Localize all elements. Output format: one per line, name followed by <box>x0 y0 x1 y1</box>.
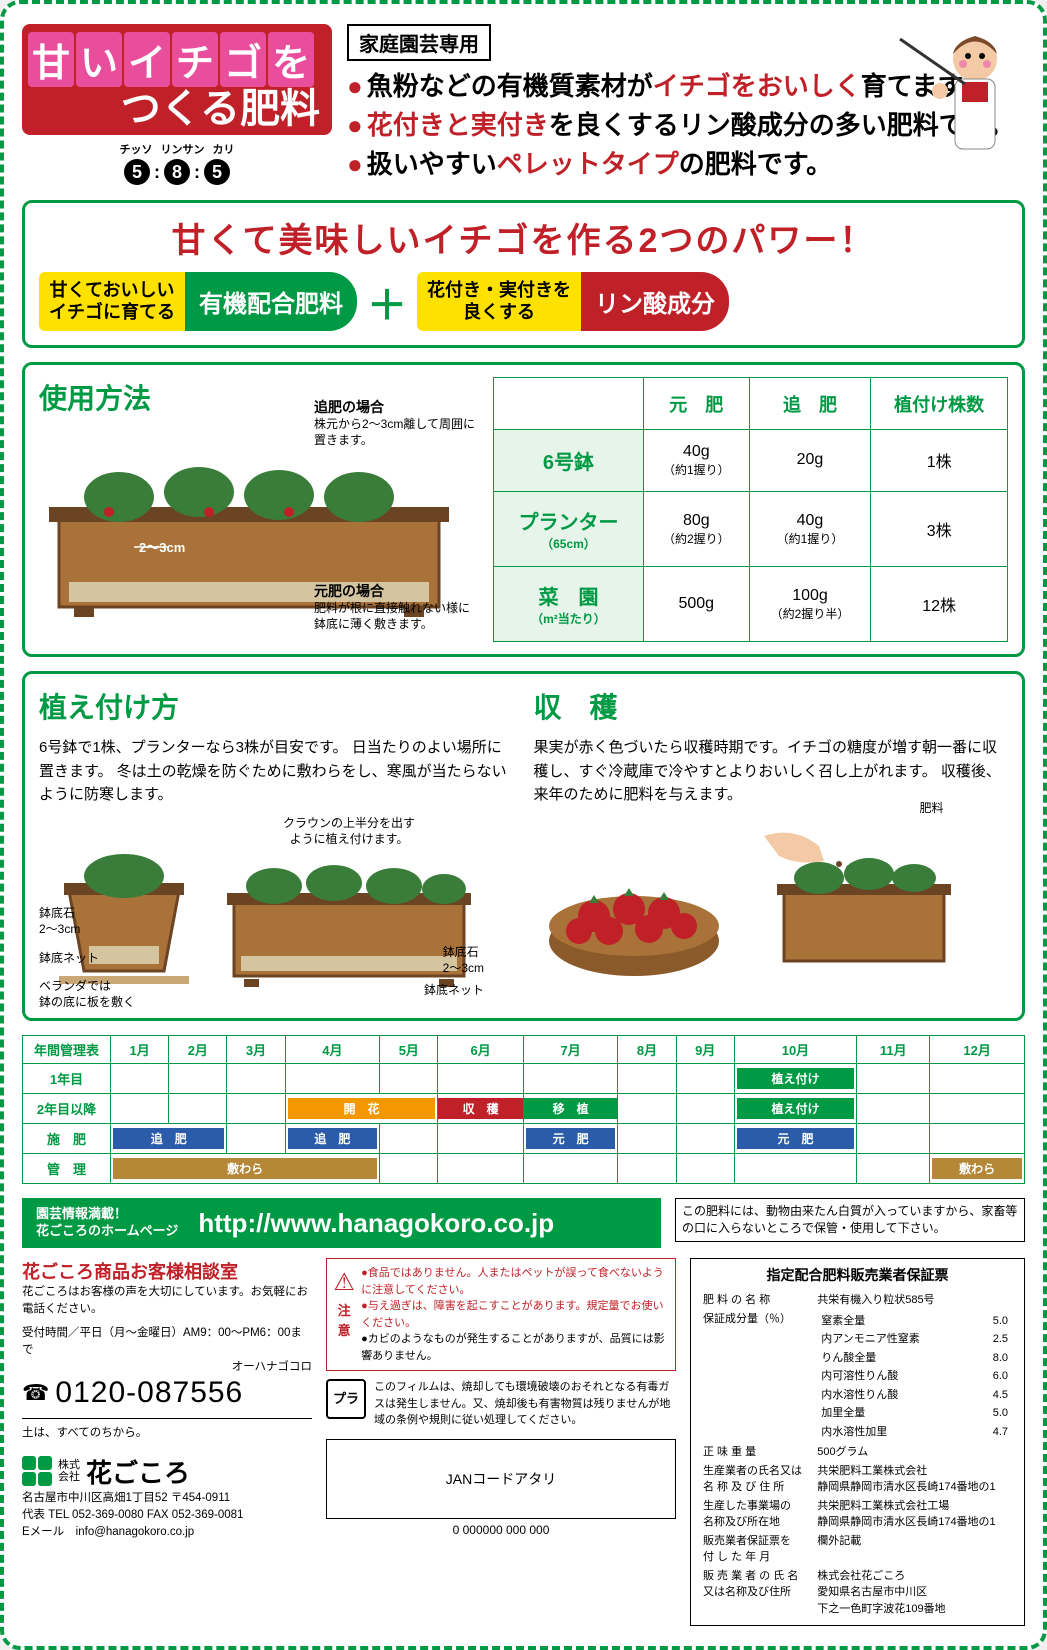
bar-flower: 開 花 <box>288 1098 436 1119</box>
bar-straw: 敷わら <box>113 1158 377 1179</box>
harvest-col: 収 穫 果実が赤く色づいたら収穫時期です。イチゴの糖度が増す朝一番に収穫し、すぐ… <box>534 686 1009 1006</box>
stone-label-2: 鉢底石 2～3cm <box>443 945 484 976</box>
recycle-icon: プラ <box>326 1379 366 1419</box>
bar-plant-2: 植え付け <box>737 1098 854 1119</box>
cal-title: 年間管理表 <box>23 1036 111 1064</box>
plus-icon: ＋ <box>367 272 407 331</box>
usage-table: 元 肥 追 肥 植付け株数 6号鉢 40g（約1握り） 20g 1株 プランター… <box>493 377 1008 642</box>
address: 名古屋市中川区高畑1丁目52 〒454-0911 <box>22 1490 312 1507</box>
category-tag: 家庭園芸専用 <box>347 24 491 61</box>
caution-box: ⚠ 注 意 ●食品ではありません。人またはペットが誤って食べないように注意してく… <box>326 1258 676 1371</box>
bar-straw-2: 敷わら <box>932 1158 1022 1179</box>
recycle-box: プラ このフィルムは、焼却しても環境破壊のおそれとなる有毒ガスは発生しません。又… <box>326 1379 676 1429</box>
planting-title: 植え付け方 <box>39 686 514 726</box>
moto-title: 元肥の場合 <box>314 581 479 601</box>
usage-diagram: 使用方法 2～3cm 追肥の場合 株元から2～3cm離して周囲に置きます。 <box>39 377 479 642</box>
scientist-icon <box>890 24 1035 214</box>
banner-title: 甘くて美味しいイチゴを作る2つのパワー！ <box>39 213 1008 262</box>
power-banner: 甘くて美味しいイチゴを作る2つのパワー！ 甘くておいしい イチゴに育てる 有機配… <box>22 200 1025 348</box>
crown-label: クラウンの上半分を出す ように植え付けます。 <box>219 816 479 847</box>
harvest-text: 果実が赤く色づいたら収穫時期です。イチゴの糖度が増す朝一番に収穫し、すぐ冷蔵庫で… <box>534 736 1009 806</box>
basket-icon <box>534 831 734 981</box>
header: 甘いイチゴを つくる肥料 チッソ リンサン カリ 5: 8: 5 家庭園芸専用 … <box>22 24 1025 186</box>
fert-label: 肥料 <box>919 801 943 817</box>
support-text-2: 受付時間／平日（月～金曜日）AM9：00～PM6：00まで <box>22 1325 312 1360</box>
pill-right-y: 花付き・実付きを 良くする <box>417 272 581 331</box>
tsui-title: 追肥の場合 <box>314 397 479 417</box>
stone-label: 鉢底石 2～3cm <box>39 906 80 937</box>
phone-number[interactable]: 0120-087556 <box>55 1376 243 1410</box>
bar-moto-2: 元 肥 <box>737 1128 854 1149</box>
phone-ruby: オーハナゴコロ <box>22 1359 312 1376</box>
bullets: 家庭園芸専用 ●魚粉などの有機質素材がイチゴをおいしく育てます。 ●花付きと実付… <box>347 24 1025 186</box>
warranty-title: 指定配合肥料販売業者保証票 <box>699 1265 1016 1286</box>
harvest-title: 収 穫 <box>534 686 1009 726</box>
net-label-2: 鉢底ネット <box>424 983 484 999</box>
phone-icon: ☎ <box>22 1380 49 1406</box>
bar-transplant: 移 植 <box>524 1098 618 1119</box>
company-logo: 株式 会社 花ごころ <box>22 1453 312 1490</box>
pill-left-y: 甘くておいしい イチゴに育てる <box>39 272 185 331</box>
pill-left-g: 有機配合肥料 <box>185 272 357 331</box>
planting-harvest-section: 植え付け方 6号鉢で1株、プランターなら3株が目安です。 日当たりのよい場所に置… <box>22 671 1025 1021</box>
bar-tsui: 追 肥 <box>113 1128 224 1149</box>
email: Eメール info@hanagokoro.co.jp <box>22 1524 312 1541</box>
veranda-label: ベランダでは 鉢の底に板を敷く <box>39 979 135 1010</box>
net-label: 鉢底ネット <box>39 951 99 967</box>
npk-labels: チッソ リンサン カリ <box>22 141 332 157</box>
pill-right-r: リン酸成分 <box>581 272 729 331</box>
jan-box: JANコードアタリ <box>326 1439 676 1519</box>
warranty-box: 指定配合肥料販売業者保証票 肥 料 の 名 称共栄有機入り粒状585号 保証成分… <box>690 1258 1025 1626</box>
animal-note: この肥料には、動物由来たん白質が入っていますから、家畜等の口に入らないところで保… <box>675 1198 1025 1242</box>
fertilize-icon <box>744 816 964 976</box>
planting-text: 6号鉢で1株、プランターなら3株が目安です。 日当たりのよい場所に置きます。 冬… <box>39 736 514 806</box>
footer-url-bar: 園芸情報満載！ 花ごころのホームページ http://www.hanagokor… <box>22 1198 661 1248</box>
col-motohi: 元 肥 <box>643 378 749 429</box>
product-title-block: 甘いイチゴを つくる肥料 チッソ リンサン カリ 5: 8: 5 <box>22 24 332 185</box>
npk-values: 5: 8: 5 <box>22 159 332 185</box>
col-kabu: 植付け株数 <box>871 378 1008 429</box>
planting-col: 植え付け方 6号鉢で1株、プランターなら3株が目安です。 日当たりのよい場所に置… <box>39 686 514 1006</box>
tagline: 土は、すべてのちから。 <box>22 1425 312 1442</box>
bar-plant: 植え付け <box>737 1068 854 1089</box>
url[interactable]: http://www.hanagokoro.co.jp <box>198 1208 554 1239</box>
table-row: 菜 園（m²当たり） 500g 100g（約2握り半） 12株 <box>494 567 1008 642</box>
tel-fax: 代表 TEL 052-369-0080 FAX 052-369-0081 <box>22 1507 312 1524</box>
bar-tsui-2: 追 肥 <box>288 1128 378 1149</box>
caution-col: ⚠ 注 意 ●食品ではありません。人またはペットが誤って食べないように注意してく… <box>326 1258 676 1626</box>
support-text-1: 花ごころはお客様の声を大切にしています。お気軽にお電話ください。 <box>22 1284 312 1319</box>
support-title: 花ごころ商品お客様相談室 <box>22 1258 312 1284</box>
usage-section: 使用方法 2～3cm 追肥の場合 株元から2～3cm離して周囲に置きます。 <box>22 362 1025 657</box>
jan-number: 0 000000 000 000 <box>326 1523 676 1537</box>
planter-icon <box>219 851 479 1001</box>
calendar-table: 年間管理表 1月2月3月 4月5月6月 7月8月9月 10月11月12月 1年目… <box>22 1035 1025 1184</box>
title-line-1: 甘いイチゴを <box>28 32 326 87</box>
support-col: 花ごころ商品お客様相談室 花ごころはお客様の声を大切にしています。お気軽にお電話… <box>22 1258 312 1626</box>
table-row: プランター（65cm） 80g（約2握り） 40g（約1握り） 3株 <box>494 491 1008 566</box>
warning-icon: ⚠ <box>333 1265 355 1301</box>
url-label: 園芸情報満載！ 花ごころのホームページ <box>36 1206 178 1240</box>
title-line-2: つくる肥料 <box>28 89 326 129</box>
tsui-text: 株元から2～3cm離して周囲に置きます。 <box>314 417 479 448</box>
table-row: 6号鉢 40g（約1握り） 20g 1株 <box>494 429 1008 491</box>
bar-moto: 元 肥 <box>526 1128 616 1149</box>
moto-text: 肥料が根に直接触れない様に鉢底に薄く敷きます。 <box>314 601 479 632</box>
col-tsuihi: 追 肥 <box>749 378 871 429</box>
bar-harvest: 収 穫 <box>438 1098 522 1119</box>
